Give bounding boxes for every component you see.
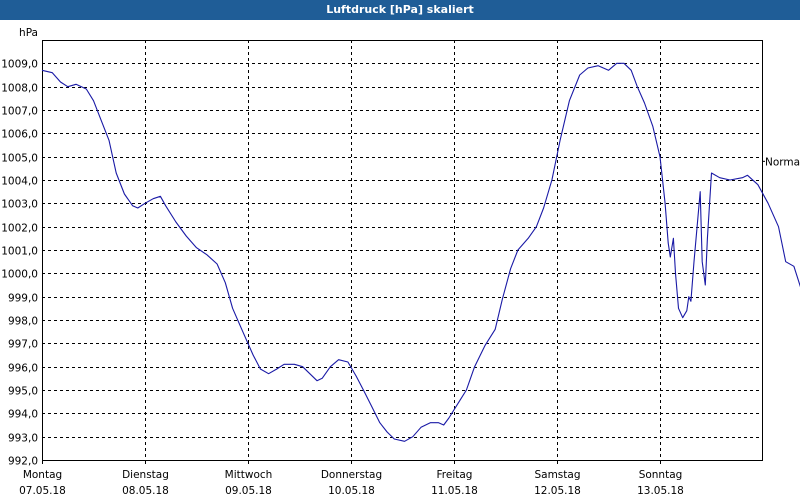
series-group: [41, 62, 800, 442]
pressure-chart: 992,0 993,0 994,0 995,0 996,0 997,0 998,0 999,0…: [1, 27, 800, 497]
x-tick-date: 07.05.18: [19, 485, 66, 497]
y-tick-label: 1002,0: [1, 223, 38, 235]
y-tick-label: 1004,0: [1, 176, 38, 188]
plot-frame: [42, 40, 763, 461]
x-tick-date: 08.05.18: [122, 485, 169, 497]
x-tick-day: Freitag: [437, 469, 473, 481]
chart-title: Luftdruck [hPa] skaliert: [0, 0, 800, 20]
y-tick-label: 997,0: [8, 339, 38, 351]
annotations: Normal: [762, 156, 800, 168]
y-tick-label: 996,0: [8, 363, 38, 375]
y-axis-ticks: 992,0 993,0 994,0 995,0 996,0 997,0 998,0 999,0…: [1, 27, 38, 468]
y-tick-label: 993,0: [8, 433, 38, 445]
x-tick-date: 10.05.18: [328, 485, 375, 497]
y-tick-label: 1009,0: [1, 59, 38, 71]
x-tick-day: Montag: [23, 469, 62, 481]
y-tick-label: 999,0: [8, 293, 38, 305]
x-tick-date: 09.05.18: [225, 485, 272, 497]
x-tick-day: Mittwoch: [225, 469, 273, 481]
x-tick-date: 12.05.18: [534, 485, 581, 497]
grid-lines: [42, 40, 762, 460]
y-tick-label: 1000,0: [1, 269, 38, 281]
y-tick-label: 1005,0: [1, 153, 38, 165]
x-tick-day: Samstag: [534, 469, 580, 481]
y-tick-label: 995,0: [8, 386, 38, 398]
y-tick-label: 1008,0: [1, 83, 38, 95]
y-tick-label: 1006,0: [1, 129, 38, 141]
series-line: [41, 62, 800, 442]
y-tick-label: 994,0: [8, 409, 38, 421]
y-unit-label: hPa: [19, 27, 38, 39]
x-tick-day: Dienstag: [122, 469, 169, 481]
x-tick-date: 11.05.18: [431, 485, 478, 497]
y-tick-label: 998,0: [8, 316, 38, 328]
x-axis-ticks: Montag 07.05.18 Dienstag 08.05.18 Mittwoch 09…: [19, 460, 684, 497]
y-tick-label: 992,0: [8, 456, 38, 468]
reference-label: Normal: [765, 156, 800, 168]
x-tick-day: Donnerstag: [321, 469, 382, 481]
y-tick-label: 1007,0: [1, 106, 38, 118]
x-tick-day: Sonntag: [639, 469, 683, 481]
y-tick-label: 1003,0: [1, 199, 38, 211]
x-tick-date: 13.05.18: [637, 485, 684, 497]
y-tick-label: 1001,0: [1, 246, 38, 258]
